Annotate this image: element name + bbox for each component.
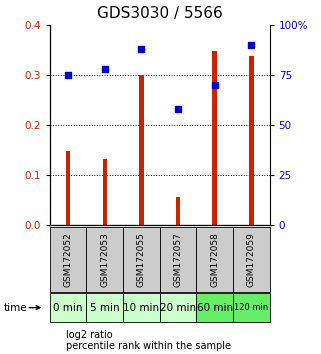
Bar bbox=[233, 293, 270, 322]
Bar bbox=[160, 227, 196, 292]
Text: GSM172059: GSM172059 bbox=[247, 232, 256, 287]
Bar bbox=[139, 75, 143, 225]
Text: percentile rank within the sample: percentile rank within the sample bbox=[66, 341, 231, 351]
Bar bbox=[233, 227, 270, 292]
Text: 5 min: 5 min bbox=[90, 303, 119, 313]
Bar bbox=[86, 227, 123, 292]
Text: GSM172052: GSM172052 bbox=[64, 232, 73, 287]
Text: GSM172055: GSM172055 bbox=[137, 232, 146, 287]
Bar bbox=[50, 227, 86, 292]
Point bbox=[65, 72, 71, 78]
Title: GDS3030 / 5566: GDS3030 / 5566 bbox=[97, 6, 222, 21]
Text: 20 min: 20 min bbox=[160, 303, 196, 313]
Bar bbox=[213, 51, 217, 225]
Text: 60 min: 60 min bbox=[196, 303, 233, 313]
Bar bbox=[66, 151, 70, 225]
Bar bbox=[196, 227, 233, 292]
Text: GSM172053: GSM172053 bbox=[100, 232, 109, 287]
Text: time: time bbox=[3, 303, 27, 313]
Bar bbox=[123, 293, 160, 322]
Point bbox=[102, 66, 107, 72]
Text: 10 min: 10 min bbox=[123, 303, 160, 313]
Point bbox=[176, 106, 181, 112]
Point bbox=[249, 42, 254, 48]
Bar bbox=[86, 293, 123, 322]
Bar bbox=[50, 293, 86, 322]
Text: 0 min: 0 min bbox=[53, 303, 83, 313]
Text: 120 min: 120 min bbox=[234, 303, 268, 312]
Text: GSM172057: GSM172057 bbox=[174, 232, 183, 287]
Text: log2 ratio: log2 ratio bbox=[66, 330, 112, 339]
Bar bbox=[160, 293, 196, 322]
Bar bbox=[123, 227, 160, 292]
Point bbox=[212, 82, 217, 88]
Bar bbox=[196, 293, 233, 322]
Bar bbox=[176, 197, 180, 225]
Point bbox=[139, 46, 144, 52]
Bar bbox=[249, 56, 254, 225]
Text: GSM172058: GSM172058 bbox=[210, 232, 219, 287]
Bar bbox=[102, 159, 107, 225]
